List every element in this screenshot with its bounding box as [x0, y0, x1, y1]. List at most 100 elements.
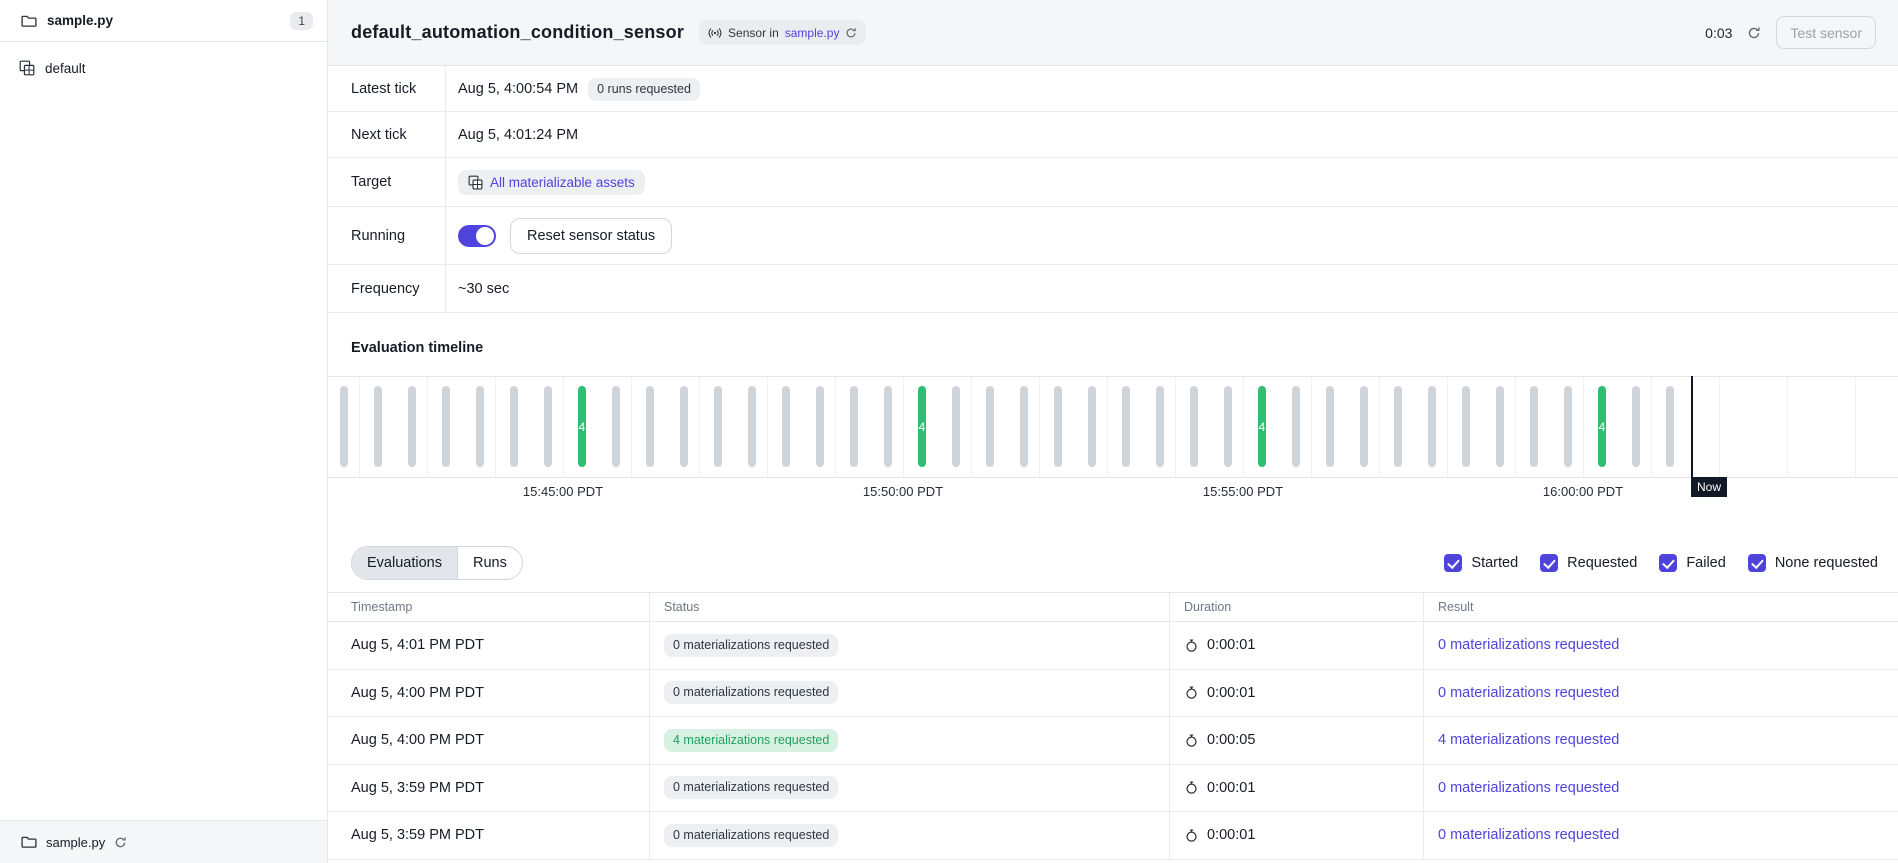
timeline-tick[interactable]	[1632, 386, 1640, 467]
timeline-tick[interactable]	[1394, 386, 1402, 467]
timeline-tick[interactable]	[612, 386, 620, 467]
timeline-tick-requested[interactable]: 4	[578, 386, 586, 467]
timeline-tick[interactable]	[1292, 386, 1300, 467]
reload-definitions-icon[interactable]	[114, 836, 127, 849]
timeline-tick[interactable]	[1326, 386, 1334, 467]
timeline-tick[interactable]	[1360, 386, 1368, 467]
status-badge: 0 materializations requested	[664, 823, 839, 847]
checkbox-requested[interactable]	[1540, 554, 1559, 572]
reload-icon[interactable]	[845, 27, 857, 39]
timeline-tick[interactable]	[1530, 386, 1538, 467]
checkbox-none-requested[interactable]	[1747, 554, 1766, 572]
tick-run-count: 4	[1258, 419, 1266, 434]
timeline-tick[interactable]	[816, 386, 824, 467]
timeline-tick[interactable]	[510, 386, 518, 467]
filter-none-requested[interactable]: None requested	[1747, 554, 1878, 572]
timeline-tick[interactable]	[1156, 386, 1164, 467]
timeline-tick[interactable]	[1666, 386, 1674, 467]
page-title: default_automation_condition_sensor	[351, 22, 685, 42]
sensor-file-link[interactable]: sample.py	[784, 25, 840, 40]
cell-duration: 0:00:01	[1169, 812, 1423, 859]
tab-evaluations[interactable]: Evaluations	[352, 547, 457, 579]
timeline-tick[interactable]	[884, 386, 892, 467]
timeline-tick[interactable]	[1496, 386, 1504, 467]
stopwatch-icon	[1184, 828, 1199, 843]
timeline-tick[interactable]	[1564, 386, 1572, 467]
timeline-tick-requested[interactable]: 4	[1598, 386, 1606, 467]
grid-line	[1039, 377, 1040, 477]
timeline-tick[interactable]	[714, 386, 722, 467]
timeline-tick[interactable]	[646, 386, 654, 467]
checkbox-started[interactable]	[1444, 554, 1463, 572]
result-link[interactable]: 4 materializations requested	[1438, 732, 1620, 749]
timeline-tick[interactable]	[952, 386, 960, 467]
filter-label: None requested	[1774, 555, 1878, 571]
filter-started[interactable]: Started	[1444, 554, 1518, 572]
grid-line	[1855, 377, 1856, 477]
test-sensor-button[interactable]: Test sensor	[1776, 16, 1876, 49]
cell-duration: 0:00:01	[1169, 669, 1423, 716]
duration-value: 0:00:01	[1207, 779, 1256, 796]
status-filters: Started Requested Failed None requested	[1444, 554, 1878, 572]
filter-failed[interactable]: Failed	[1659, 554, 1726, 572]
timeline-tick[interactable]	[1462, 386, 1470, 467]
timeline-tick[interactable]	[374, 386, 382, 467]
result-link[interactable]: 0 materializations requested	[1438, 637, 1620, 654]
timeline-tick[interactable]	[782, 386, 790, 467]
tab-runs[interactable]: Runs	[456, 547, 522, 579]
sidebar-item-default-group[interactable]: default	[0, 50, 327, 86]
grid-line	[1719, 377, 1720, 477]
timeline-tick[interactable]	[1224, 386, 1232, 467]
timeline-tick[interactable]	[1122, 386, 1130, 467]
timeline-tick[interactable]	[680, 386, 688, 467]
timeline-tick[interactable]	[850, 386, 858, 467]
target-assets-pill[interactable]: All materializable assets	[458, 169, 645, 195]
reset-sensor-status-button[interactable]: Reset sensor status	[510, 217, 673, 254]
checkbox-failed[interactable]	[1659, 554, 1678, 572]
timeline-tick[interactable]	[544, 386, 552, 467]
frequency-value: ~30 sec	[458, 280, 510, 297]
sidebar-item-sample-py[interactable]: sample.py 1	[0, 0, 327, 42]
running-toggle[interactable]	[458, 224, 496, 247]
timestamp-value: Aug 5, 3:59 PM PDT	[351, 779, 484, 796]
timeline-tick[interactable]	[1020, 386, 1028, 467]
duration-value: 0:00:05	[1207, 732, 1256, 749]
timeline-tick[interactable]	[408, 386, 416, 467]
timeline-tick[interactable]	[1054, 386, 1062, 467]
detail-row-next-tick: Next tick Aug 5, 4:01:24 PM	[328, 112, 1898, 158]
grid-line	[1311, 377, 1312, 477]
refresh-button[interactable]	[1747, 26, 1761, 40]
grid-line	[971, 377, 972, 477]
grid-line	[1107, 377, 1108, 477]
count-badge: 1	[290, 11, 313, 30]
chart-axis-line	[328, 477, 1898, 478]
table-controls: Evaluations Runs Started Requested Failed No…	[351, 546, 1878, 580]
cell-duration: 0:00:05	[1169, 717, 1423, 764]
cell-timestamp: Aug 5, 4:01 PM PDT	[328, 622, 649, 669]
cell-result: 0 materializations requested	[1423, 669, 1898, 716]
table-row: Aug 5, 4:00 PM PDT 0 materializations req…	[328, 669, 1898, 717]
timeline-tick-requested[interactable]: 4	[918, 386, 926, 467]
timeline-tick[interactable]	[340, 386, 348, 467]
result-link[interactable]: 0 materializations requested	[1438, 779, 1620, 796]
result-link[interactable]: 0 materializations requested	[1438, 684, 1620, 701]
timeline-tick[interactable]	[476, 386, 484, 467]
timeline-tick[interactable]	[1428, 386, 1436, 467]
timeline-tick[interactable]	[1088, 386, 1096, 467]
cell-result: 0 materializations requested	[1423, 812, 1898, 859]
filter-requested[interactable]: Requested	[1540, 554, 1637, 572]
table-header-row: Timestamp Status Duration Result	[328, 592, 1898, 622]
timeline-tick[interactable]	[986, 386, 994, 467]
detail-label: Latest tick	[328, 67, 446, 111]
duration-value: 0:00:01	[1207, 637, 1256, 654]
column-header-result: Result	[1423, 593, 1898, 621]
timeline-tick[interactable]	[1190, 386, 1198, 467]
grid-line	[1175, 377, 1176, 477]
timeline-tick[interactable]	[442, 386, 450, 467]
result-link[interactable]: 0 materializations requested	[1438, 827, 1620, 844]
grid-line	[1787, 377, 1788, 477]
axis-tick-label: 16:00:00 PDT	[1542, 484, 1624, 499]
timeline-tick-requested[interactable]: 4	[1258, 386, 1266, 467]
timeline-tick[interactable]	[748, 386, 756, 467]
